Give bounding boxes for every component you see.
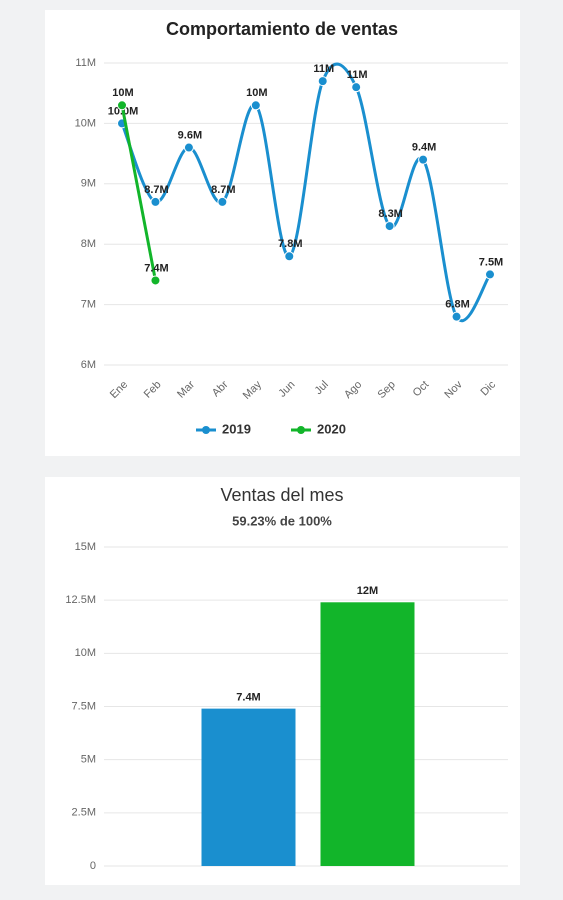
- data-label: 8.3M: [378, 208, 402, 220]
- data-point: [117, 100, 127, 111]
- data-label: 8.7M: [144, 184, 168, 196]
- data-label: 7.4M: [236, 692, 260, 704]
- data-label: 11M: [313, 63, 334, 75]
- legend-swatch: [297, 426, 305, 434]
- data-point: [150, 275, 161, 286]
- data-label: 10M: [246, 87, 267, 99]
- data-point: [351, 82, 362, 93]
- data-point: [317, 76, 328, 87]
- legend-swatch: [202, 426, 210, 434]
- data-label: 8.7M: [211, 184, 235, 196]
- data-label: 7.8M: [278, 238, 302, 250]
- chart-title: Comportamiento de ventas: [166, 19, 398, 39]
- data-point: [183, 142, 194, 153]
- data-label: 6.8M: [445, 299, 469, 311]
- y-tick-label: 10M: [75, 647, 96, 659]
- data-label: 9.4M: [412, 142, 436, 154]
- y-tick-label: 12.5M: [65, 594, 96, 606]
- data-point: [150, 196, 161, 207]
- data-point: [250, 100, 261, 111]
- legend-label: 2019: [222, 421, 251, 436]
- data-point: [284, 251, 295, 262]
- card: [45, 10, 520, 456]
- data-label: 12M: [357, 585, 378, 597]
- y-tick-label: 9M: [81, 178, 96, 190]
- y-tick-label: 7.5M: [72, 700, 96, 712]
- data-label: 11M: [347, 69, 368, 81]
- data-point: [384, 221, 395, 232]
- data-label: 7.4M: [144, 262, 168, 274]
- chart-title: Ventas del mes: [220, 485, 343, 505]
- data-label: 10M: [112, 87, 133, 99]
- y-tick-label: 10M: [75, 117, 96, 129]
- data-point: [451, 311, 462, 322]
- data-label: 9.6M: [178, 129, 202, 141]
- legend-label: 2020: [317, 421, 346, 436]
- y-tick-label: 5M: [81, 754, 96, 766]
- bar: [320, 602, 415, 866]
- data-point: [217, 196, 228, 207]
- series-line: [120, 104, 157, 281]
- y-tick-label: 7M: [81, 299, 96, 311]
- y-tick-label: 2.5M: [72, 807, 96, 819]
- chart-subtitle: 59.23% de 100%: [232, 513, 332, 528]
- y-tick-label: 0: [90, 860, 96, 872]
- bar: [201, 708, 296, 866]
- data-label: 7.5M: [479, 256, 503, 268]
- data-point: [485, 269, 495, 280]
- data-point: [418, 154, 429, 165]
- y-tick-label: 6M: [81, 359, 96, 371]
- y-tick-label: 8M: [81, 238, 96, 250]
- y-tick-label: 11M: [75, 57, 96, 69]
- y-tick-label: 15M: [75, 541, 96, 553]
